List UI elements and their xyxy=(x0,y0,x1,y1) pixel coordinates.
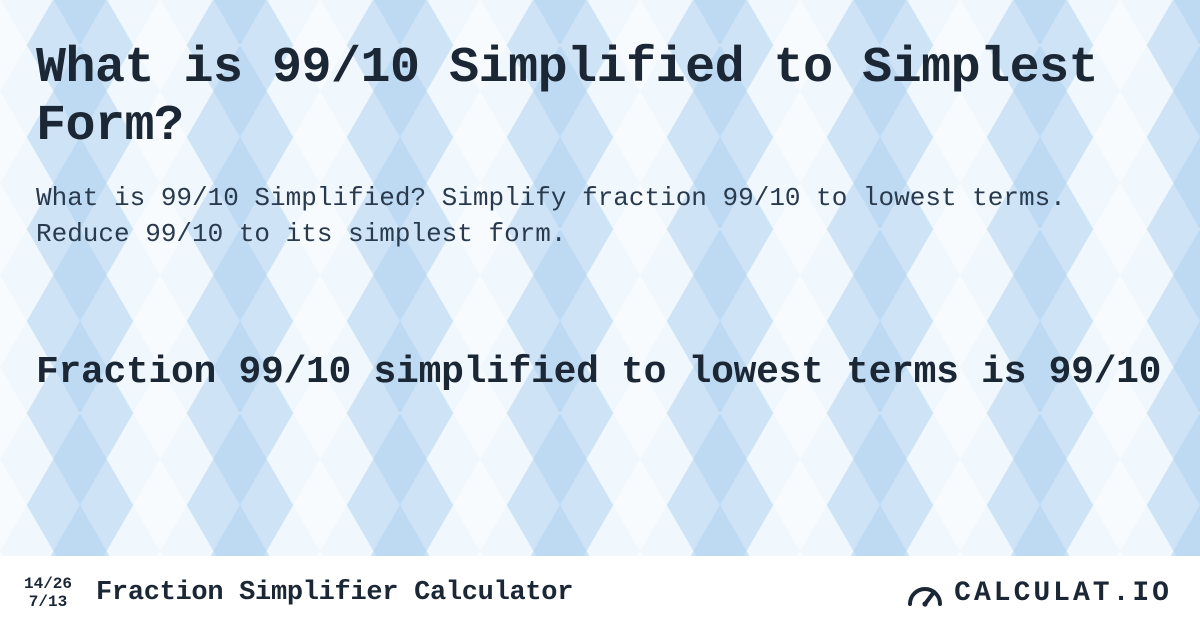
brand-gauge-icon xyxy=(906,578,944,608)
result-heading: Fraction 99/10 simplified to lowest term… xyxy=(36,349,1164,397)
app-name: Fraction Simplifier Calculator xyxy=(96,578,573,608)
fraction-logo-top: 14/26 xyxy=(24,576,72,594)
page-title: What is 99/10 Simplified to Simplest For… xyxy=(36,40,1164,155)
footer-bar: 14/26 7/13 Fraction Simplifier Calculato… xyxy=(0,556,1200,630)
fraction-logo-icon: 14/26 7/13 xyxy=(18,576,78,611)
page-description: What is 99/10 Simplified? Simplify fract… xyxy=(36,181,1156,253)
fraction-logo-bottom: 7/13 xyxy=(29,594,67,611)
brand-text: CALCULAT.IO xyxy=(954,578,1172,609)
content-area: What is 99/10 Simplified to Simplest For… xyxy=(0,0,1200,630)
brand: CALCULAT.IO xyxy=(906,578,1172,609)
